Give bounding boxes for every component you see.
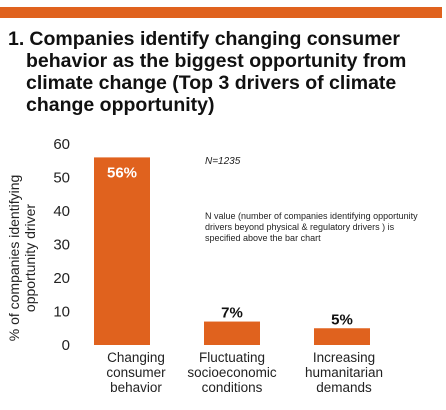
y-tick-label: 10 xyxy=(53,304,70,321)
y-tick-label: 50 xyxy=(53,170,70,187)
title-line-4: change opportunity) xyxy=(26,94,215,116)
chart-title: 1. Companies identify changing consumer … xyxy=(8,28,438,116)
x-category-label: humanitarian xyxy=(305,365,383,380)
title-line-2: behavior as the biggest opportunity from xyxy=(26,50,407,72)
y-tick-label: 20 xyxy=(53,270,70,287)
data-label-1: 56% xyxy=(107,164,137,181)
x-category-label: socioeconomic xyxy=(187,365,277,380)
n-value-annotation: N=1235 xyxy=(205,156,241,167)
title-line-1: 1. Companies identify changing consumer xyxy=(8,28,438,50)
y-tick-label: 30 xyxy=(53,237,70,254)
x-category-label: demands xyxy=(316,380,372,395)
data-label-2: 7% xyxy=(221,305,243,322)
x-category-label: Fluctuating xyxy=(199,350,265,365)
y-axis-label-line: opportunity driver xyxy=(22,204,38,313)
y-tick-label: 0 xyxy=(62,337,70,354)
title-line-3: climate change (Top 3 drivers of climate xyxy=(26,72,397,94)
x-category-label: behavior xyxy=(110,380,162,395)
y-axis-label-line: % of companies identifying xyxy=(6,175,22,342)
bar-3 xyxy=(314,328,370,345)
header-accent-bar xyxy=(0,7,442,18)
note-annotation-line: drivers beyond physical & regulatory dri… xyxy=(205,222,395,232)
note-annotation-line: specified above the bar chart xyxy=(205,233,321,243)
bar-1 xyxy=(94,157,150,345)
data-label-3: 5% xyxy=(331,311,353,328)
x-category-label: consumer xyxy=(106,365,166,380)
note-annotation-line: N value (number of companies identifying… xyxy=(205,211,418,221)
title-number: 1. xyxy=(8,28,25,50)
y-tick-label: 40 xyxy=(53,203,70,220)
bar-2 xyxy=(204,321,260,345)
x-category-label: Increasing xyxy=(313,350,375,365)
y-tick-label: 60 xyxy=(53,136,70,153)
x-category-label: Changing xyxy=(107,350,165,365)
title-line-1-text: Companies identify changing consumer xyxy=(29,28,400,50)
x-category-label: conditions xyxy=(202,380,263,395)
